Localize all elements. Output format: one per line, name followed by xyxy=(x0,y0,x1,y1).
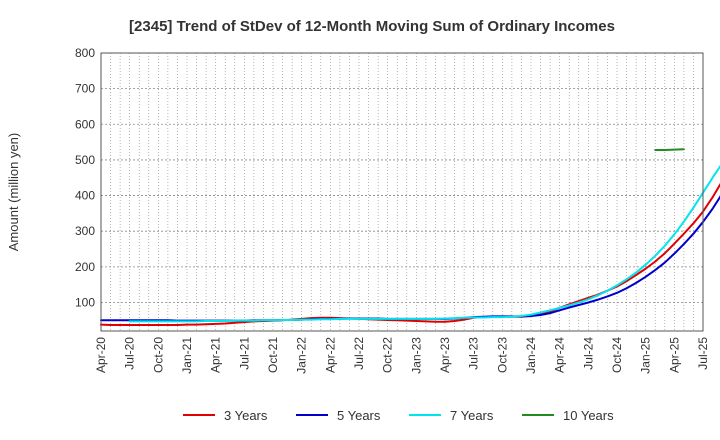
y-tick-label: 700 xyxy=(75,82,95,96)
legend-label: 5 Years xyxy=(337,408,381,423)
legend: 3 Years 5 Years 7 Years 10 Years xyxy=(183,408,614,423)
y-tick-label: 100 xyxy=(75,295,95,309)
x-axis-ticks: Apr-20 Jul-20 Oct-20 Jan-21 Apr-21 Jul-21 Oct-… xyxy=(94,337,710,374)
x-tick-label: Oct-24 xyxy=(610,337,624,373)
x-tick-label: Jan-25 xyxy=(639,337,653,374)
x-tick-label: Apr-20 xyxy=(94,337,108,373)
y-axis-ticks: 100 200 300 400 500 600 700 800 xyxy=(75,46,95,309)
x-tick-label: Jan-23 xyxy=(409,337,423,374)
series-line-7-years xyxy=(128,164,720,323)
x-tick-label: Jan-21 xyxy=(180,337,194,374)
y-tick-label: 600 xyxy=(75,117,95,131)
chart-title: [2345] Trend of StDev of 12-Month Moving… xyxy=(129,18,615,35)
x-tick-label: Oct-21 xyxy=(266,337,280,373)
y-axis-label: Amount (million yen) xyxy=(6,133,21,252)
x-tick-label: Jul-25 xyxy=(696,337,710,370)
x-tick-label: Jul-20 xyxy=(123,337,137,370)
x-tick-label: Jul-21 xyxy=(237,337,251,370)
legend-label: 7 Years xyxy=(450,408,494,423)
y-tick-label: 800 xyxy=(75,46,95,60)
legend-label: 3 Years xyxy=(224,408,268,423)
x-tick-label: Apr-25 xyxy=(667,337,681,373)
y-tick-label: 400 xyxy=(75,189,95,203)
y-tick-label: 200 xyxy=(75,260,95,274)
x-tick-label: Oct-22 xyxy=(381,337,395,373)
x-tick-label: Jan-24 xyxy=(524,337,538,374)
series-lines xyxy=(100,148,720,326)
x-tick-label: Jul-24 xyxy=(581,337,595,370)
y-tick-label: 500 xyxy=(75,153,95,167)
x-tick-label: Oct-23 xyxy=(495,337,509,373)
y-tick-label: 300 xyxy=(75,224,95,238)
x-tick-label: Apr-21 xyxy=(209,337,223,373)
x-tick-label: Apr-23 xyxy=(438,337,452,373)
legend-label: 10 Years xyxy=(563,408,614,423)
series-line-10-years xyxy=(654,148,685,151)
x-tick-label: Jul-22 xyxy=(352,337,366,370)
x-tick-label: Apr-24 xyxy=(553,337,567,373)
plot-frame xyxy=(100,52,704,332)
x-tick-label: Jan-22 xyxy=(295,337,309,374)
x-tick-label: Apr-22 xyxy=(323,337,337,373)
x-tick-label: Jul-23 xyxy=(467,337,481,370)
plot-area xyxy=(101,53,703,331)
x-tick-label: Oct-20 xyxy=(151,337,165,373)
